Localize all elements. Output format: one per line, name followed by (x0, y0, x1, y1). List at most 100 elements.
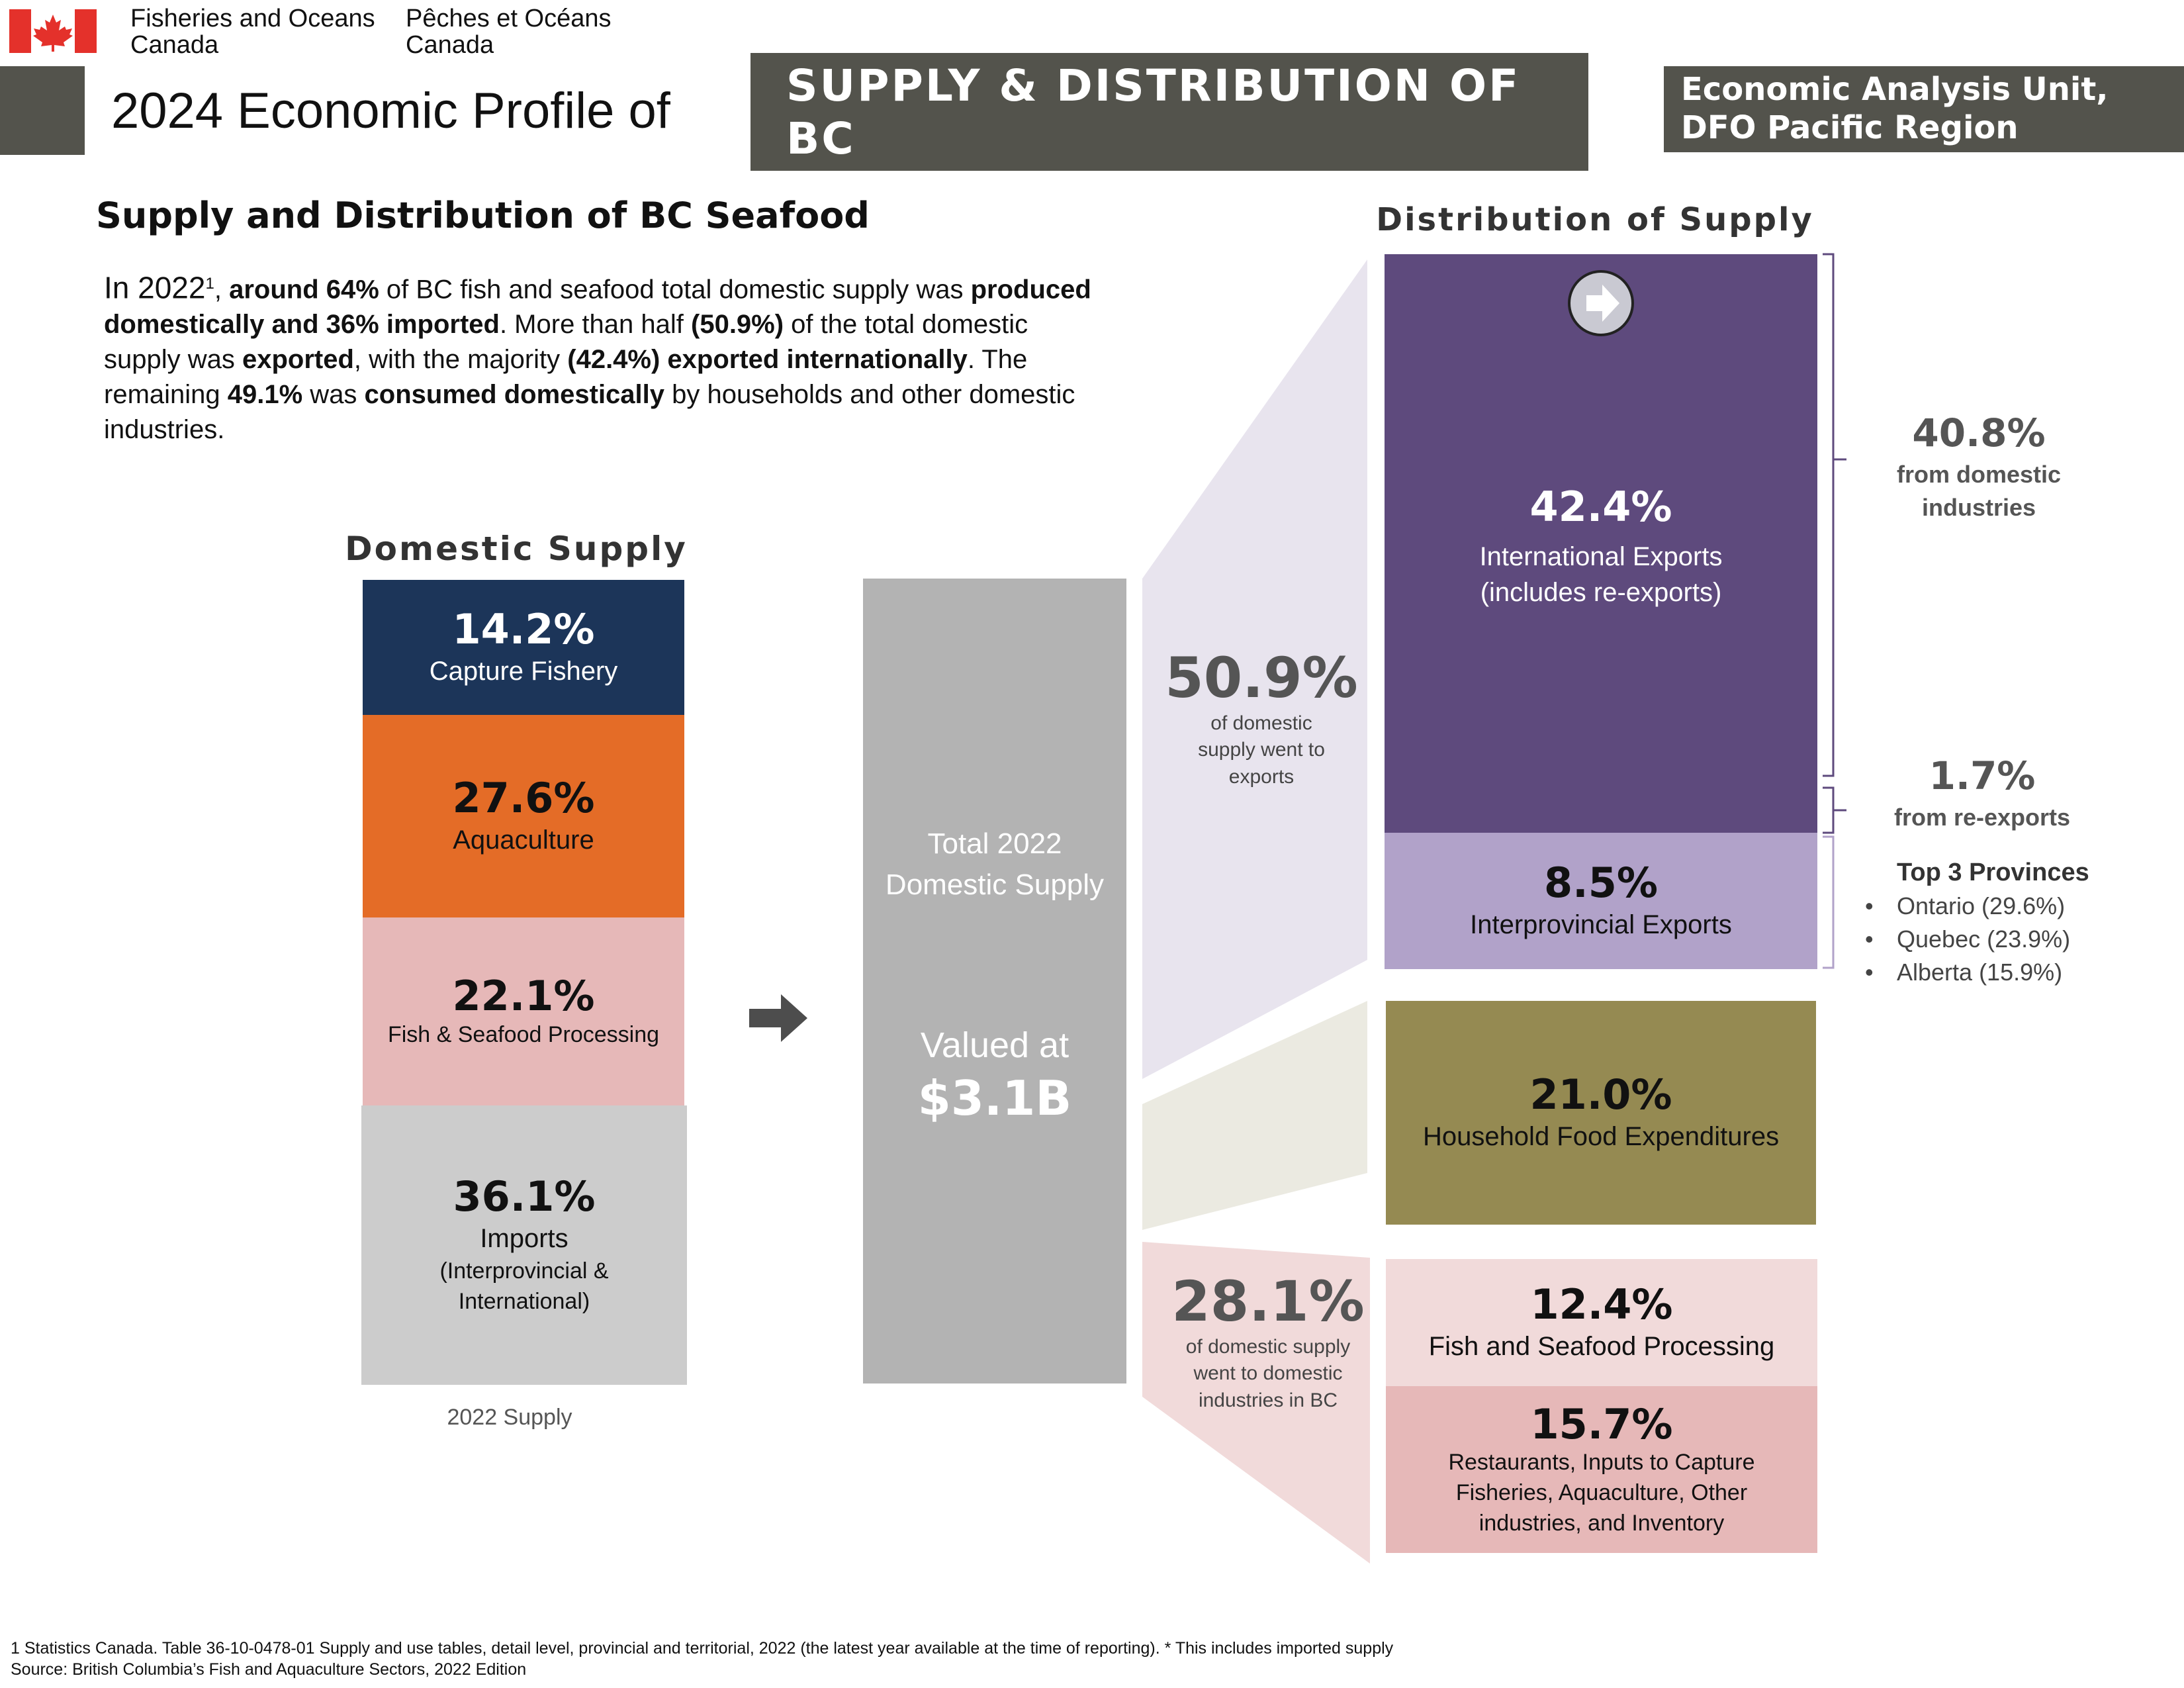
province-item: • Ontario (29.6%) (1860, 890, 2124, 923)
segment-sublabel: (Interprovincial & (439, 1258, 609, 1284)
dept-fr-line1: Pêches et Océans (406, 5, 612, 32)
reexports-note: 1.7% from re-exports (1866, 751, 2098, 834)
bullet-icon: • (1865, 892, 1874, 919)
household-pct: 21.0% (1529, 1070, 1672, 1119)
exports-callout-text: supply went to (1198, 739, 1325, 761)
processing-label: Fish and Seafood Processing (1428, 1331, 1775, 1361)
intro-text: . The remaining (104, 345, 1028, 410)
household-food-block: 21.0% Household Food Expenditures (1386, 1001, 1816, 1225)
total-amount: $3.1B (917, 1070, 1072, 1126)
source-note: Source: British Columbia’s Fish and Aqua… (11, 1660, 527, 1679)
unit-banner: Economic Analysis Unit, DFO Pacific Regi… (1664, 66, 2184, 152)
segment-pct: 22.1% (452, 972, 595, 1021)
dept-fr-line2: Canada (406, 31, 494, 59)
bc-callout-text: went to domestic (1193, 1362, 1343, 1385)
restaurants-pct: 15.7% (1530, 1399, 1673, 1448)
intro-bold: produced domestically and 36% imported (104, 275, 1091, 340)
flow-exports (1142, 259, 1367, 1079)
provinces-title: Top 3 Provinces (1897, 859, 2089, 886)
household-label: Household Food Expenditures (1422, 1121, 1780, 1151)
segment-label: Fish & Seafood Processing (387, 1021, 660, 1047)
total-valued: Valued at (920, 1025, 1069, 1065)
intro-text: , (214, 275, 230, 305)
bullet-icon: • (1865, 925, 1874, 953)
bracket-domestic (1823, 253, 1846, 777)
dept-en-line2: Canada (130, 31, 219, 59)
segment-imports: 36.1% Imports (Interprovincial & Interna… (361, 1105, 687, 1385)
total-line2: Domestic Supply (885, 868, 1105, 901)
segment-pct: 27.6% (452, 774, 595, 823)
section-heading: Supply and Distribution of BC Seafood (96, 195, 870, 236)
bracket-reexports (1823, 786, 1846, 834)
bc-callout-text: of domestic supply (1185, 1335, 1351, 1358)
bracket-interprovincial (1823, 835, 1835, 969)
processing-block: 12.4% Fish and Seafood Processing (1386, 1259, 1817, 1386)
province-name: Quebec (23.9%) (1897, 925, 2071, 953)
international-label: International Exports (1479, 542, 1723, 571)
intro-paragraph: In 20221, around 64% of BC fish and seaf… (104, 266, 1110, 447)
intro-text: of BC fish and seafood total domestic su… (379, 275, 971, 305)
intro-bold: (50.9%) (691, 310, 784, 340)
exports-callout: 50.9% of domestic supply went to exports (1142, 646, 1381, 790)
top-provinces-note: Top 3 Provinces • Ontario (29.6%) • Quebec… (1860, 855, 2124, 989)
flow-household (1142, 1001, 1367, 1230)
bc-callout-text: industries in BC (1198, 1389, 1338, 1411)
brackets (1823, 253, 1846, 969)
intro-text: was (302, 380, 365, 410)
total-supply-bar: Total 2022 Domestic Supply Valued at $3.… (863, 579, 1126, 1383)
bc-industries-callout: 28.1% of domestic supply went to domesti… (1142, 1270, 1394, 1414)
unit-line2: DFO Pacific Region (1681, 109, 2019, 146)
province-item: • Alberta (15.9%) (1860, 956, 2124, 989)
segment-capture-fishery: 14.2% Capture Fishery (363, 580, 684, 715)
title-banner: SUPPLY & DISTRIBUTION OF BC FISHERIES (751, 53, 1588, 217)
intro-text: , with the majority (353, 345, 568, 375)
domestic-supply-title: Domestic Supply (345, 530, 688, 568)
footnote: 1 Statistics Canada. Table 36-10-0478-01… (11, 1639, 1394, 1658)
domestic-note-pct: 40.8% (1912, 410, 2046, 455)
dept-en-line1: Fisheries and Oceans (130, 5, 375, 32)
interprovincial-pct: 8.5% (1544, 859, 1658, 908)
domestic-note-text: from domestic (1896, 461, 2062, 488)
international-sublabel: (includes re-exports) (1480, 578, 1722, 607)
segment-label: Aquaculture (453, 825, 594, 855)
intro-text: of the total domestic supply was (104, 310, 1028, 375)
reexport-note-pct: 1.7% (1929, 753, 2036, 798)
segment-label: Imports (480, 1223, 569, 1253)
exports-callout-text: of domestic (1210, 712, 1312, 734)
processing-pct: 12.4% (1530, 1280, 1673, 1329)
segment-pct: 36.1% (453, 1172, 596, 1221)
bc-callout-pct: 28.1% (1171, 1269, 1365, 1334)
banner-line2: FISHERIES (786, 166, 1060, 217)
distribution-title: Distribution of Supply (1376, 201, 1814, 238)
header-left-block (0, 66, 85, 155)
supply-year-label: 2022 Supply (447, 1405, 572, 1430)
intro-text: . More than half (499, 310, 691, 340)
restaurants-label: industries, and Inventory (1479, 1510, 1725, 1536)
segment-aquaculture: 27.6% Aquaculture (363, 715, 684, 917)
restaurants-block: 15.7% Restaurants, Inputs to Capture Fis… (1386, 1386, 1817, 1553)
exports-callout-pct: 50.9% (1165, 645, 1358, 710)
intro-text: by households and other domestic industr… (104, 380, 1075, 445)
restaurants-label: Restaurants, Inputs to Capture (1448, 1449, 1755, 1475)
interprovincial-exports-block: 8.5% Interprovincial Exports (1385, 833, 1817, 969)
department-name-en: Fisheries and Oceans Canada (130, 5, 375, 58)
intro-bold: around 64% (229, 275, 379, 305)
arrow-right-icon (749, 994, 807, 1042)
province-name: Ontario (29.6%) (1897, 892, 2066, 919)
segment-fish-seafood-processing: 22.1% Fish & Seafood Processing (363, 917, 684, 1105)
intro-bold: 49.1% (227, 380, 303, 410)
exports-callout-text: exports (1228, 765, 1295, 788)
canada-flag-icon (9, 9, 97, 53)
intro-text: In 2022 (104, 270, 206, 305)
flow-bc-industries (1142, 1242, 1370, 1564)
profile-title: 2024 Economic Profile of (111, 83, 670, 139)
footnote-ref: 1 (205, 275, 214, 293)
bullet-icon: • (1865, 959, 1874, 986)
intro-bold: consumed domestically (364, 380, 665, 410)
domestic-industries-note: 40.8% from domestic industries (1866, 408, 2091, 524)
domestic-note-text: industries (1921, 494, 2036, 521)
arrow-circle-icon (1567, 269, 1635, 338)
segment-label: Capture Fishery (429, 656, 618, 686)
international-pct: 42.4% (1529, 483, 1672, 531)
